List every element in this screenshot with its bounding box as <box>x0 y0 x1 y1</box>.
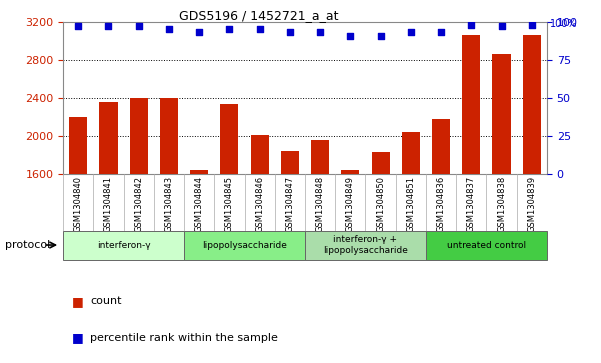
FancyBboxPatch shape <box>184 231 305 260</box>
Text: GSM1304837: GSM1304837 <box>467 176 476 232</box>
Bar <box>462 35 480 174</box>
Text: GSM1304838: GSM1304838 <box>497 176 506 232</box>
Bar <box>221 104 239 174</box>
Point <box>376 33 385 38</box>
Bar <box>251 135 269 174</box>
Text: GSM1304839: GSM1304839 <box>527 176 536 232</box>
Text: GSM1304851: GSM1304851 <box>406 176 415 232</box>
Text: ■: ■ <box>72 331 84 344</box>
Text: untreated control: untreated control <box>447 241 526 249</box>
Point <box>466 22 476 28</box>
Text: GSM1304848: GSM1304848 <box>316 176 325 232</box>
Text: interferon-γ +
lipopolysaccharide: interferon-γ + lipopolysaccharide <box>323 235 408 255</box>
Text: 100%: 100% <box>550 19 578 29</box>
Text: count: count <box>90 296 121 306</box>
Bar <box>432 119 450 174</box>
Bar <box>190 170 209 174</box>
Bar <box>311 140 329 174</box>
Text: GSM1304843: GSM1304843 <box>165 176 174 232</box>
Text: GSM1304845: GSM1304845 <box>225 176 234 232</box>
Text: GSM1304844: GSM1304844 <box>195 176 204 232</box>
Point <box>103 24 113 29</box>
Point <box>527 22 537 28</box>
Text: GDS5196 / 1452721_a_at: GDS5196 / 1452721_a_at <box>178 9 338 22</box>
Text: GSM1304847: GSM1304847 <box>285 176 294 232</box>
Point <box>497 24 507 29</box>
Text: GSM1304840: GSM1304840 <box>74 176 83 232</box>
Point <box>436 29 446 35</box>
Point <box>255 26 264 32</box>
Bar <box>371 152 389 174</box>
Text: ■: ■ <box>72 295 84 308</box>
Bar <box>69 117 87 174</box>
Bar <box>130 98 148 174</box>
Text: GSM1304846: GSM1304846 <box>255 176 264 232</box>
Text: GSM1304841: GSM1304841 <box>104 176 113 232</box>
Text: GSM1304850: GSM1304850 <box>376 176 385 232</box>
Point <box>406 29 416 35</box>
Bar <box>523 35 541 174</box>
Text: interferon-γ: interferon-γ <box>97 241 150 249</box>
Point <box>194 29 204 35</box>
FancyBboxPatch shape <box>63 231 184 260</box>
Point <box>73 24 83 29</box>
FancyBboxPatch shape <box>305 231 426 260</box>
Text: protocol: protocol <box>5 240 50 250</box>
Text: percentile rank within the sample: percentile rank within the sample <box>90 333 278 343</box>
Text: GSM1304836: GSM1304836 <box>436 176 445 232</box>
Text: lipopolysaccharide: lipopolysaccharide <box>202 241 287 249</box>
Point <box>134 24 144 29</box>
Point <box>346 33 355 38</box>
Bar <box>160 98 178 174</box>
Point <box>225 26 234 32</box>
Bar <box>341 170 359 174</box>
Bar <box>99 102 118 174</box>
Point <box>285 29 294 35</box>
Point <box>316 29 325 35</box>
Text: GSM1304849: GSM1304849 <box>346 176 355 232</box>
Bar <box>401 132 420 174</box>
FancyBboxPatch shape <box>426 231 547 260</box>
Bar <box>492 54 511 174</box>
Bar <box>281 151 299 174</box>
Text: GSM1304842: GSM1304842 <box>134 176 143 232</box>
Point <box>164 26 174 32</box>
